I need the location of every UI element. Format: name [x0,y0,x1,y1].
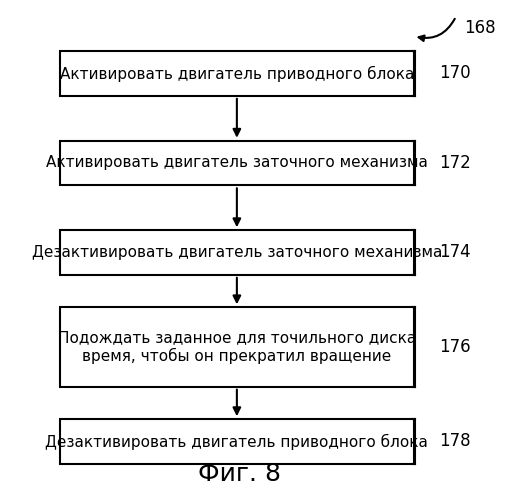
Text: 178: 178 [439,432,471,450]
FancyBboxPatch shape [60,307,414,386]
FancyBboxPatch shape [60,419,414,464]
Text: Подождать заданное для точильного диска
время, чтобы он прекратил вращение: Подождать заданное для точильного диска … [58,330,416,364]
Text: 168: 168 [464,19,495,37]
Text: 172: 172 [439,154,471,172]
Text: 174: 174 [439,244,471,262]
FancyBboxPatch shape [60,140,414,186]
FancyArrowPatch shape [418,19,455,41]
Text: 170: 170 [439,64,471,82]
Text: Активировать двигатель заточного механизма: Активировать двигатель заточного механиз… [46,156,428,170]
Text: Активировать двигатель приводного блока: Активировать двигатель приводного блока [60,66,414,82]
Text: Фиг. 8: Фиг. 8 [198,462,281,486]
Text: Дезактивировать двигатель приводного блока: Дезактивировать двигатель приводного бло… [45,434,428,450]
FancyBboxPatch shape [60,230,414,275]
Text: Дезактивировать двигатель заточного механизма: Дезактивировать двигатель заточного меха… [32,245,442,260]
Text: 176: 176 [439,338,471,356]
FancyBboxPatch shape [60,51,414,96]
